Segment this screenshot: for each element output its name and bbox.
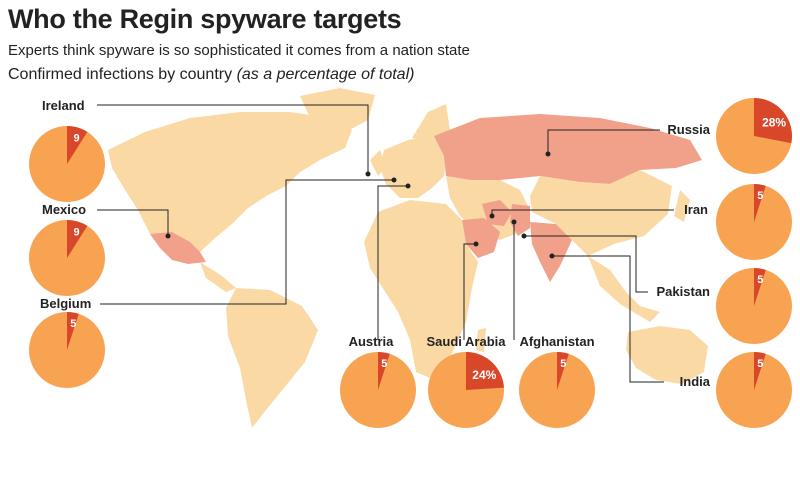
pie-value-afghanistan: 5 [560,358,566,370]
pie-value-ireland: 9 [74,133,80,145]
pie-slice-austria [378,352,390,390]
map-uk-ireland [370,150,386,176]
country-label-russia: Russia [667,122,710,137]
leader-dot-afghanistan [511,219,517,225]
map-india [530,222,572,282]
leader-dot-russia [545,151,551,157]
chart-title: Who the Regin spyware targets [8,4,402,34]
map-russia [434,114,702,184]
leader-dot-iran [489,213,495,219]
pie-slice-pakistan [754,268,766,306]
pie-slice-belgium [67,312,79,350]
leader-dot-belgium [391,177,397,183]
map-mexico [150,232,206,264]
map-saudi-arabia [462,218,500,258]
country-label-belgium: Belgium [40,296,91,311]
country-label-pakistan: Pakistan [657,284,711,299]
pie-value-india: 5 [757,358,763,370]
leader-line-pakistan [524,235,648,293]
leader-line-russia [547,129,660,154]
pie-value-pakistan: 5 [757,274,763,286]
pie-charts: 28% 24% 9 9 5 5 5 5 5 5 [29,98,793,428]
map-southeast-asia [588,256,660,322]
map-north-america [108,112,352,262]
map-south-america [226,288,318,428]
pie-slice-iran [754,184,766,222]
map-central-america [200,262,236,292]
country-label-austria: Austria [349,334,395,349]
map-australia [626,326,708,384]
country-labels: Russia Saudi Arabia Ireland Mexico Belgium Au… [40,98,711,389]
map-afghanistan-pakistan [510,204,530,236]
country-label-ireland: Ireland [42,98,85,113]
leader-line-saudi-arabia [463,243,476,340]
leader-line-belgium [100,179,394,305]
note-main: Confirmed infections by country [8,66,233,83]
chart-note: Confirmed infections by country (as a pe… [8,66,414,84]
leader-line-ireland [97,104,369,174]
leader-dot-pakistan [521,233,527,239]
map-africa [364,200,478,378]
leader-line-mexico [97,209,169,236]
pie-value-austria: 5 [381,358,387,370]
pie-slice-russia [754,98,793,144]
map-east-asia [530,170,672,256]
leader-dot-saudi-arabia [473,241,479,247]
pie-slice-saudi-arabia [466,352,504,390]
pie-value-russia: 28% [762,116,786,130]
pie-value-iran: 5 [757,190,763,202]
leader-dot-mexico [165,233,171,239]
pie-slice-afghanistan [557,352,569,390]
chart-subtitle: Experts think spyware is so sophisticate… [8,42,470,59]
pie-value-mexico: 9 [74,227,80,239]
country-label-saudi-arabia: Saudi Arabia [427,334,507,349]
world-map [108,88,708,428]
pie-value-belgium: 5 [70,318,76,330]
leader-dot-india [549,253,555,259]
country-label-afghanistan: Afghanistan [519,334,594,349]
country-label-iran: Iran [684,202,708,217]
map-madagascar [476,328,486,352]
map-greenland [300,88,375,135]
leader-dot-austria [405,183,411,189]
pie-slice-mexico [67,220,88,258]
map-iran [482,200,512,226]
note-paren: (as a percentage of total) [236,66,415,83]
pie-slice-ireland [67,126,88,164]
leader-lines [97,104,674,383]
leader-dot-ireland [365,171,371,177]
map-japan [674,190,690,222]
leader-line-india [552,255,664,383]
pie-value-saudi-arabia: 24% [472,368,496,382]
country-label-india: India [680,374,711,389]
map-europe [380,136,446,198]
country-label-mexico: Mexico [42,202,86,217]
pie-slice-india [754,352,766,390]
leader-line-austria [377,185,408,340]
